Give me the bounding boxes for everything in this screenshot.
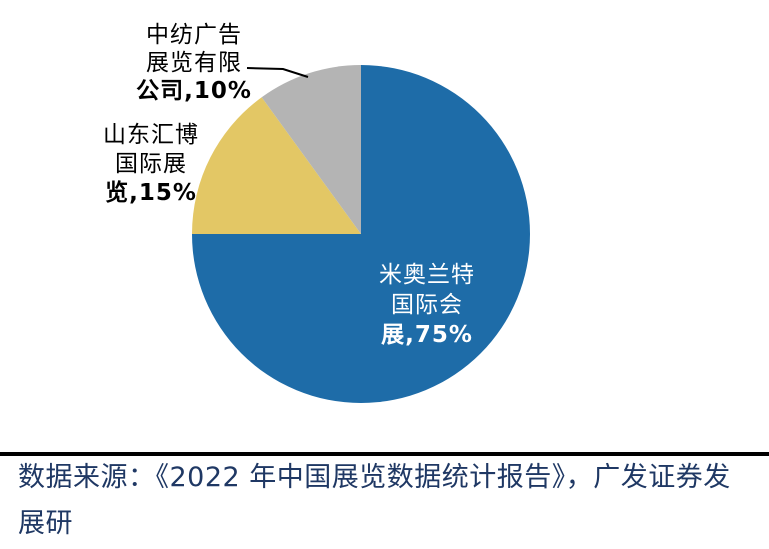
pie-label-line: 展,75%	[381, 322, 473, 348]
pie-label-miaolante: 米奥兰特 国际会 展,75%	[379, 260, 475, 350]
pie-label-line: 山东汇博	[103, 122, 199, 148]
pie-label-line: 国际展	[115, 151, 187, 177]
source-note: 数据来源：《2022 年中国展览数据统计报告》，广发证券发展研 究中心	[18, 455, 758, 549]
pie-label-line: 公司,10%	[136, 78, 252, 104]
divider-line	[0, 452, 769, 456]
pie-label-line: 览,15%	[105, 180, 197, 206]
pie-slice-2	[261, 65, 361, 234]
pie-label-line: 中纺广告	[145, 22, 242, 48]
pie-label-line: 展览有限	[145, 50, 242, 76]
leader-line-gray-slice	[246, 67, 309, 78]
pie-slice-1	[192, 97, 361, 234]
pie-label-line: 国际会	[391, 292, 463, 318]
source-note-line1: 数据来源：《2022 年中国展览数据统计报告》，广发证券发展研	[18, 462, 731, 539]
pie-slices	[192, 65, 530, 403]
pie-label-shandong-huibo: 山东汇博 国际展 览,15%	[103, 121, 199, 208]
pie-label-zhongfang: 中纺广告 展览有限 公司,10%	[136, 21, 252, 105]
pie-label-line: 米奥兰特	[379, 262, 475, 288]
